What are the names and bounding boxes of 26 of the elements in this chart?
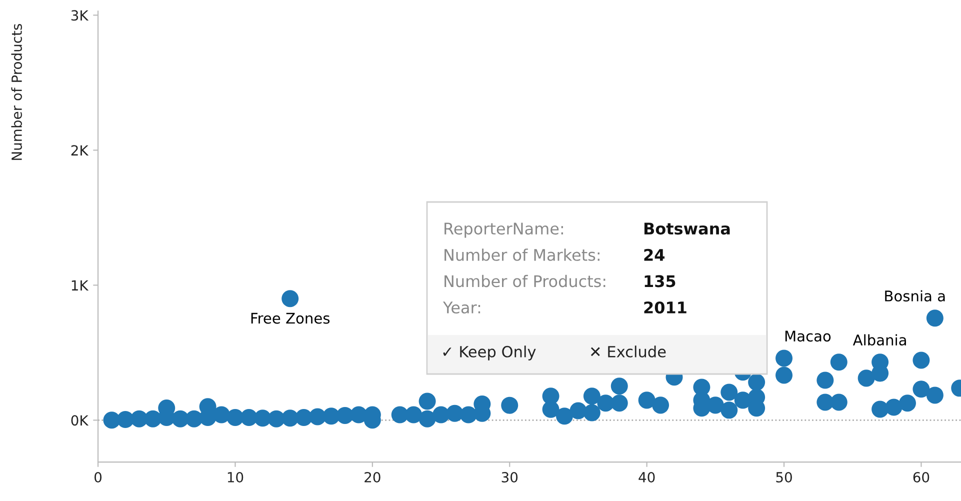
annotation: Macao	[785, 330, 831, 342]
annotation: Albania	[852, 334, 906, 346]
y-tick-label: 3K	[71, 10, 89, 21]
x-tick-label: 20	[364, 472, 380, 482]
x-tick-label: 0	[94, 472, 102, 482]
y-tick-label: 2K	[71, 145, 89, 156]
annotation: Bosnia a	[885, 290, 945, 302]
annotation: Botswana	[644, 222, 730, 235]
y-axis-title: Number of Products	[11, 24, 22, 160]
annotation: Number of Markets:	[444, 248, 600, 261]
annotation: ✕ Exclude	[590, 346, 666, 358]
annotation: Free Zones	[251, 312, 330, 324]
y-tick-label: 0K	[71, 415, 89, 426]
annotation: Year:	[442, 302, 480, 314]
annotation: 135	[644, 275, 676, 288]
x-tick-label: 40	[638, 472, 655, 482]
x-tick-label: 60	[913, 472, 930, 482]
annotation: 2011	[644, 301, 686, 314]
x-tick-label: 30	[502, 472, 518, 482]
y-tick-label: 1K	[72, 280, 89, 290]
annotation: ReporterName:	[444, 222, 563, 238]
annotation: Number of Products:	[444, 274, 606, 288]
x-tick-label: 50	[776, 472, 792, 482]
annotation: ✓ Keep Only	[443, 346, 536, 360]
annotation: 24	[644, 248, 664, 261]
x-tick-label: 10	[228, 472, 244, 482]
